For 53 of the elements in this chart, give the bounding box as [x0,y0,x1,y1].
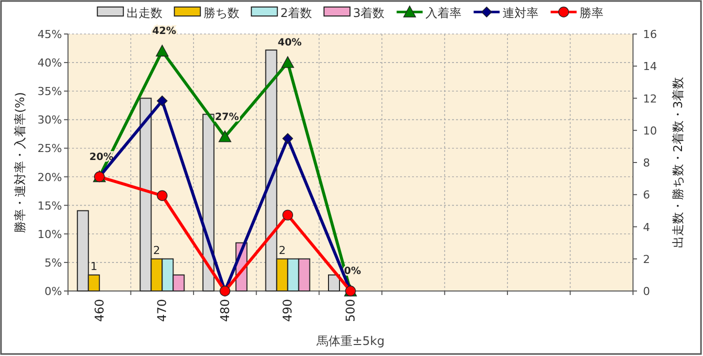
y2-axis-title: 出走数・勝ち数・2着数・3着数 [671,76,685,248]
legend-label: 出走数 [126,6,162,20]
bar [298,258,310,292]
y-tick-label: 0% [44,285,62,298]
data-label: 40% [278,38,302,49]
y-tick-label: 10% [38,228,62,241]
y-tick-label: 40% [38,56,62,70]
legend-label: 3着数 [353,6,385,20]
legend-label: 連対率 [502,6,539,20]
y-tick-label: 20% [38,170,62,184]
y2-tick-label: 16 [643,28,657,41]
y-tick-label: 5% [44,256,62,270]
y-tick-label: 30% [38,114,62,127]
y2-tick-label: 0 [643,285,650,298]
bar [172,274,185,292]
y2-tick-label: 14 [643,60,657,74]
legend-label: 2着数 [280,6,312,20]
x-axis-title: 馬体重±5kg [315,334,385,348]
point [156,190,168,201]
x-tick-label: 490 [280,299,295,322]
point [282,210,294,220]
bar [76,210,89,292]
data-label: 2 [278,244,286,257]
point [281,56,294,68]
y-tick-label: 35% [38,85,62,98]
x-tick-label: 470 [155,299,170,322]
legend-label: 入着率 [426,6,462,20]
data-label: 1 [90,260,98,273]
y-tick-label: 45% [38,28,62,41]
y-tick-label: 15% [38,199,62,212]
x-tick-label: 500 [344,299,358,322]
legend-label: 勝ち数 [203,6,240,20]
data-label: 27% [214,112,239,123]
y2-tick-label: 2 [643,252,650,266]
bar [265,50,278,292]
y2-tick-label: 8 [643,156,650,170]
x-tick-label: 480 [218,299,232,322]
y-axis-title: 勝率・連対率・入着率(%) [13,92,27,233]
y2-tick-label: 4 [643,220,650,234]
data-label: 42% [152,26,176,38]
point [156,95,168,106]
x-tick-label: 460 [92,299,106,322]
bar [140,98,152,292]
y2-tick-label: 6 [643,188,650,202]
legend-label: 勝率 [580,6,604,20]
data-label: 2 [153,244,160,257]
point [282,133,294,144]
point [156,44,169,56]
y2-tick-label: 12 [643,92,657,106]
y2-tick-label: 10 [643,124,657,138]
point [218,130,232,142]
y-tick-label: 25% [38,142,62,156]
bar [328,274,340,292]
